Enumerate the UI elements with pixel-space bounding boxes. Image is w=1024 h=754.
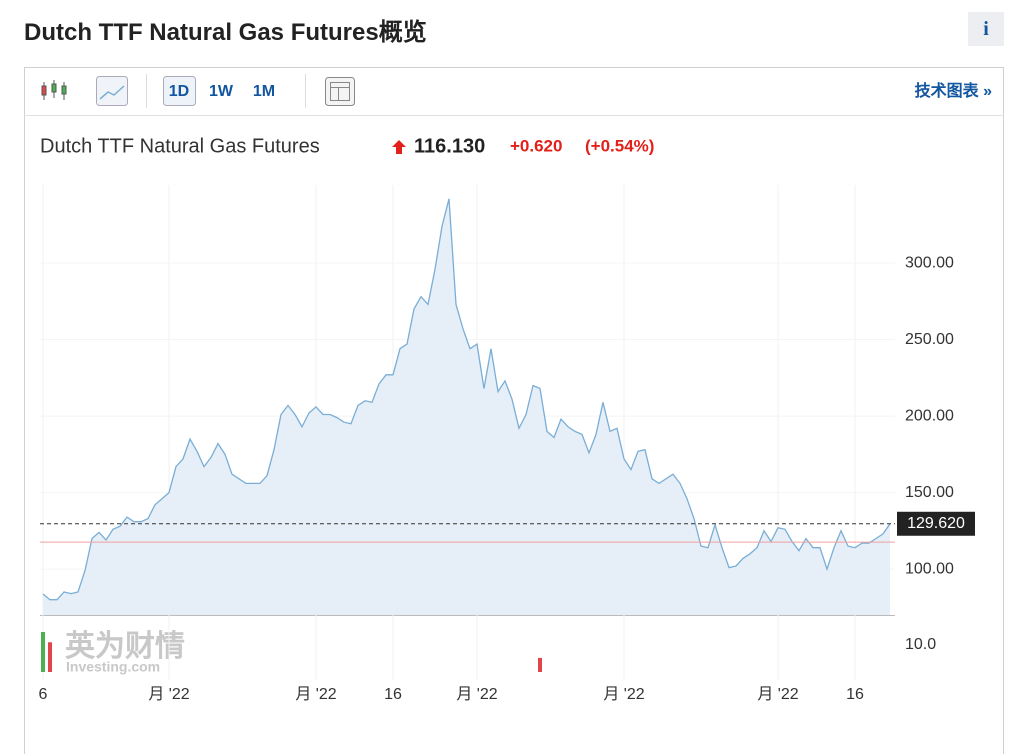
technical-chart-link[interactable]: 技术图表 » xyxy=(915,81,992,100)
volume-tick-label: 10.0 xyxy=(905,636,936,653)
x-tick-label: 月 '22 xyxy=(148,686,189,703)
watermark: 英为财情 xyxy=(65,630,185,663)
volume-bar xyxy=(48,642,52,672)
area xyxy=(43,198,890,616)
range-active[interactable] xyxy=(163,76,196,106)
volume-bar xyxy=(538,657,542,672)
candle-icon[interactable] xyxy=(41,80,67,100)
quote-price: 116.130 xyxy=(414,135,485,157)
price-line xyxy=(42,198,891,601)
y-tick-label: 300.00 xyxy=(905,254,954,271)
y-tick-label: 250.00 xyxy=(905,331,954,348)
range-button[interactable]: 1D xyxy=(169,83,189,100)
x-tick-label: 16 xyxy=(846,686,864,703)
x-tick-label: 6 xyxy=(39,686,48,703)
table-icon[interactable] xyxy=(325,77,355,106)
widget-border xyxy=(24,67,1004,754)
info-button[interactable]: i xyxy=(968,12,1004,46)
last-price-box xyxy=(897,511,975,536)
x-tick-label: 月 '22 xyxy=(295,686,336,703)
quote-change: +0.620 xyxy=(510,136,562,155)
x-tick-label: 月 '22 xyxy=(456,686,497,703)
last-price-label: 129.620 xyxy=(907,515,965,532)
range-button[interactable]: 1W xyxy=(209,83,234,100)
up-arrow xyxy=(392,140,406,154)
x-tick-label: 16 xyxy=(384,686,402,703)
quote-change-pct: (+0.54%) xyxy=(585,136,654,155)
range-button[interactable]: 1M xyxy=(253,83,275,100)
line-chart-icon[interactable] xyxy=(96,76,128,106)
page-title: Dutch TTF Natural Gas Futures概览 xyxy=(24,19,427,46)
x-tick-label: 月 '22 xyxy=(603,686,644,703)
y-tick-label: 150.00 xyxy=(905,484,954,501)
volume-bar xyxy=(41,632,45,672)
quote-name: Dutch TTF Natural Gas Futures xyxy=(40,135,320,157)
watermark: Investing.com xyxy=(66,659,160,675)
y-tick-label: 200.00 xyxy=(905,407,954,424)
x-tick-label: 月 '22 xyxy=(757,686,798,703)
y-tick-label: 100.00 xyxy=(905,560,954,577)
